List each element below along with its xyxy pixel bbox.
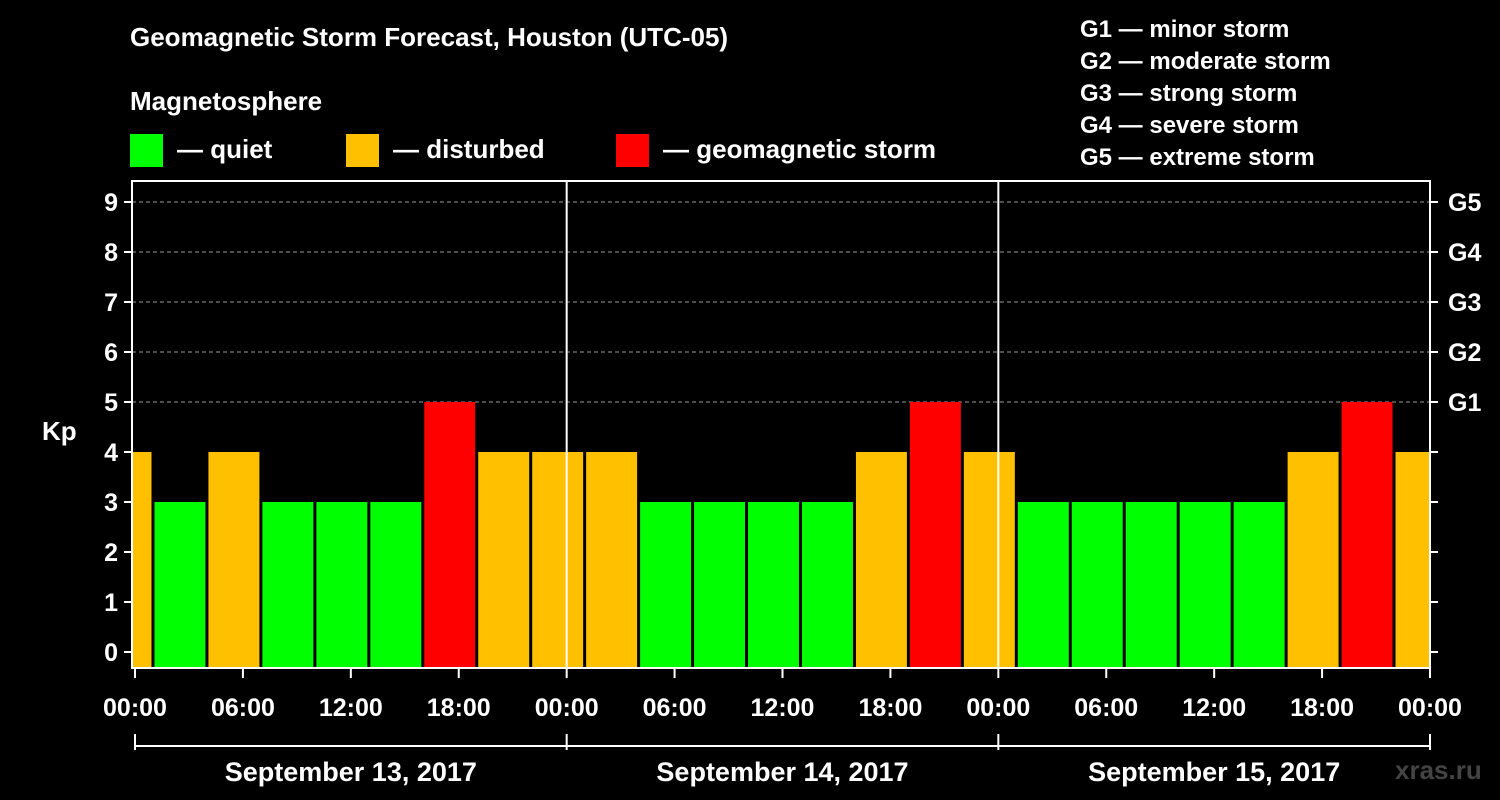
- x-tick-label-9: 06:00: [1074, 694, 1138, 722]
- x-tick-label-1: 06:00: [211, 694, 275, 722]
- kp-bar-12: [748, 502, 799, 668]
- date-label-0: September 13, 2017: [225, 757, 477, 787]
- date-label-1: September 14, 2017: [656, 757, 908, 787]
- x-tick-label-4: 00:00: [535, 694, 599, 722]
- x-tick-label-12: 00:00: [1398, 694, 1462, 722]
- kp-bar-0: [132, 452, 152, 668]
- x-tick-label-6: 12:00: [751, 694, 815, 722]
- x-tick-label-3: 18:00: [427, 694, 491, 722]
- g-level-label-g1: G1: [1448, 389, 1481, 417]
- kp-bar-22: [1287, 452, 1339, 668]
- kp-bar-8: [532, 452, 584, 668]
- legend-label-quiet: — quiet: [177, 134, 273, 164]
- x-tick-label-8: 00:00: [966, 694, 1030, 722]
- date-label-2: September 15, 2017: [1088, 757, 1340, 787]
- kp-bar-24: [1395, 452, 1430, 668]
- kp-bar-2: [208, 452, 260, 668]
- legend-swatch-disturbed: [346, 134, 379, 167]
- y-tick-label-0: 0: [104, 639, 118, 667]
- watermark: xras.ru: [1395, 755, 1482, 785]
- kp-bar-20: [1179, 502, 1231, 668]
- kp-bar-13: [801, 502, 853, 668]
- y-tick-label-7: 7: [104, 289, 118, 317]
- x-tick-label-0: 00:00: [103, 694, 167, 722]
- kp-bar-21: [1233, 502, 1285, 668]
- kp-bar-23: [1341, 402, 1393, 668]
- g-scale-g4: G4 — severe storm: [1080, 112, 1299, 139]
- legend-swatch-quiet: [130, 134, 163, 167]
- kp-bar-7: [478, 452, 530, 668]
- g-scale-g2: G2 — moderate storm: [1080, 48, 1331, 75]
- y-tick-label-3: 3: [104, 489, 118, 517]
- g-level-label-g4: G4: [1448, 239, 1481, 267]
- x-tick-label-11: 18:00: [1290, 694, 1354, 722]
- g-level-label-g3: G3: [1448, 289, 1481, 317]
- g-level-label-g2: G2: [1448, 339, 1481, 367]
- x-tick-label-2: 12:00: [319, 694, 383, 722]
- kp-bar-19: [1125, 502, 1177, 668]
- kp-bar-10: [640, 502, 692, 668]
- y-axis-label: Kp: [42, 416, 77, 446]
- kp-bar-3: [262, 502, 314, 668]
- kp-bar-6: [424, 402, 476, 668]
- kp-bar-9: [586, 452, 638, 668]
- kp-bar-1: [154, 502, 206, 668]
- y-tick-label-2: 2: [104, 539, 118, 567]
- x-tick-label-7: 18:00: [858, 694, 922, 722]
- kp-bar-4: [316, 502, 368, 668]
- kp-bar-18: [1071, 502, 1123, 668]
- g-level-label-g5: G5: [1448, 189, 1481, 217]
- legend-heading: Magnetosphere: [130, 86, 323, 116]
- legend-swatch-storm: [616, 134, 649, 167]
- legend-label-storm: — geomagnetic storm: [663, 134, 937, 164]
- y-tick-label-4: 4: [104, 439, 118, 467]
- kp-bar-11: [694, 502, 746, 668]
- g-scale-g1: G1 — minor storm: [1080, 16, 1290, 43]
- g-scale-g3: G3 — strong storm: [1080, 80, 1298, 107]
- y-tick-label-1: 1: [104, 589, 118, 617]
- x-tick-label-10: 12:00: [1182, 694, 1246, 722]
- chart-title: Geomagnetic Storm Forecast, Houston (UTC…: [130, 22, 729, 52]
- kp-bar-15: [909, 402, 961, 668]
- kp-bar-16: [963, 452, 1015, 668]
- g-scale-g5: G5 — extreme storm: [1080, 144, 1315, 171]
- y-tick-label-6: 6: [104, 339, 118, 367]
- x-tick-label-5: 06:00: [643, 694, 707, 722]
- legend-label-disturbed: — disturbed: [393, 134, 545, 164]
- y-tick-label-5: 5: [104, 389, 118, 417]
- plot-frame: [131, 180, 1431, 669]
- y-tick-label-8: 8: [104, 239, 118, 267]
- kp-bar-14: [855, 452, 907, 668]
- y-tick-label-9: 9: [104, 189, 118, 217]
- kp-bar-5: [370, 502, 422, 668]
- kp-bar-17: [1017, 502, 1069, 668]
